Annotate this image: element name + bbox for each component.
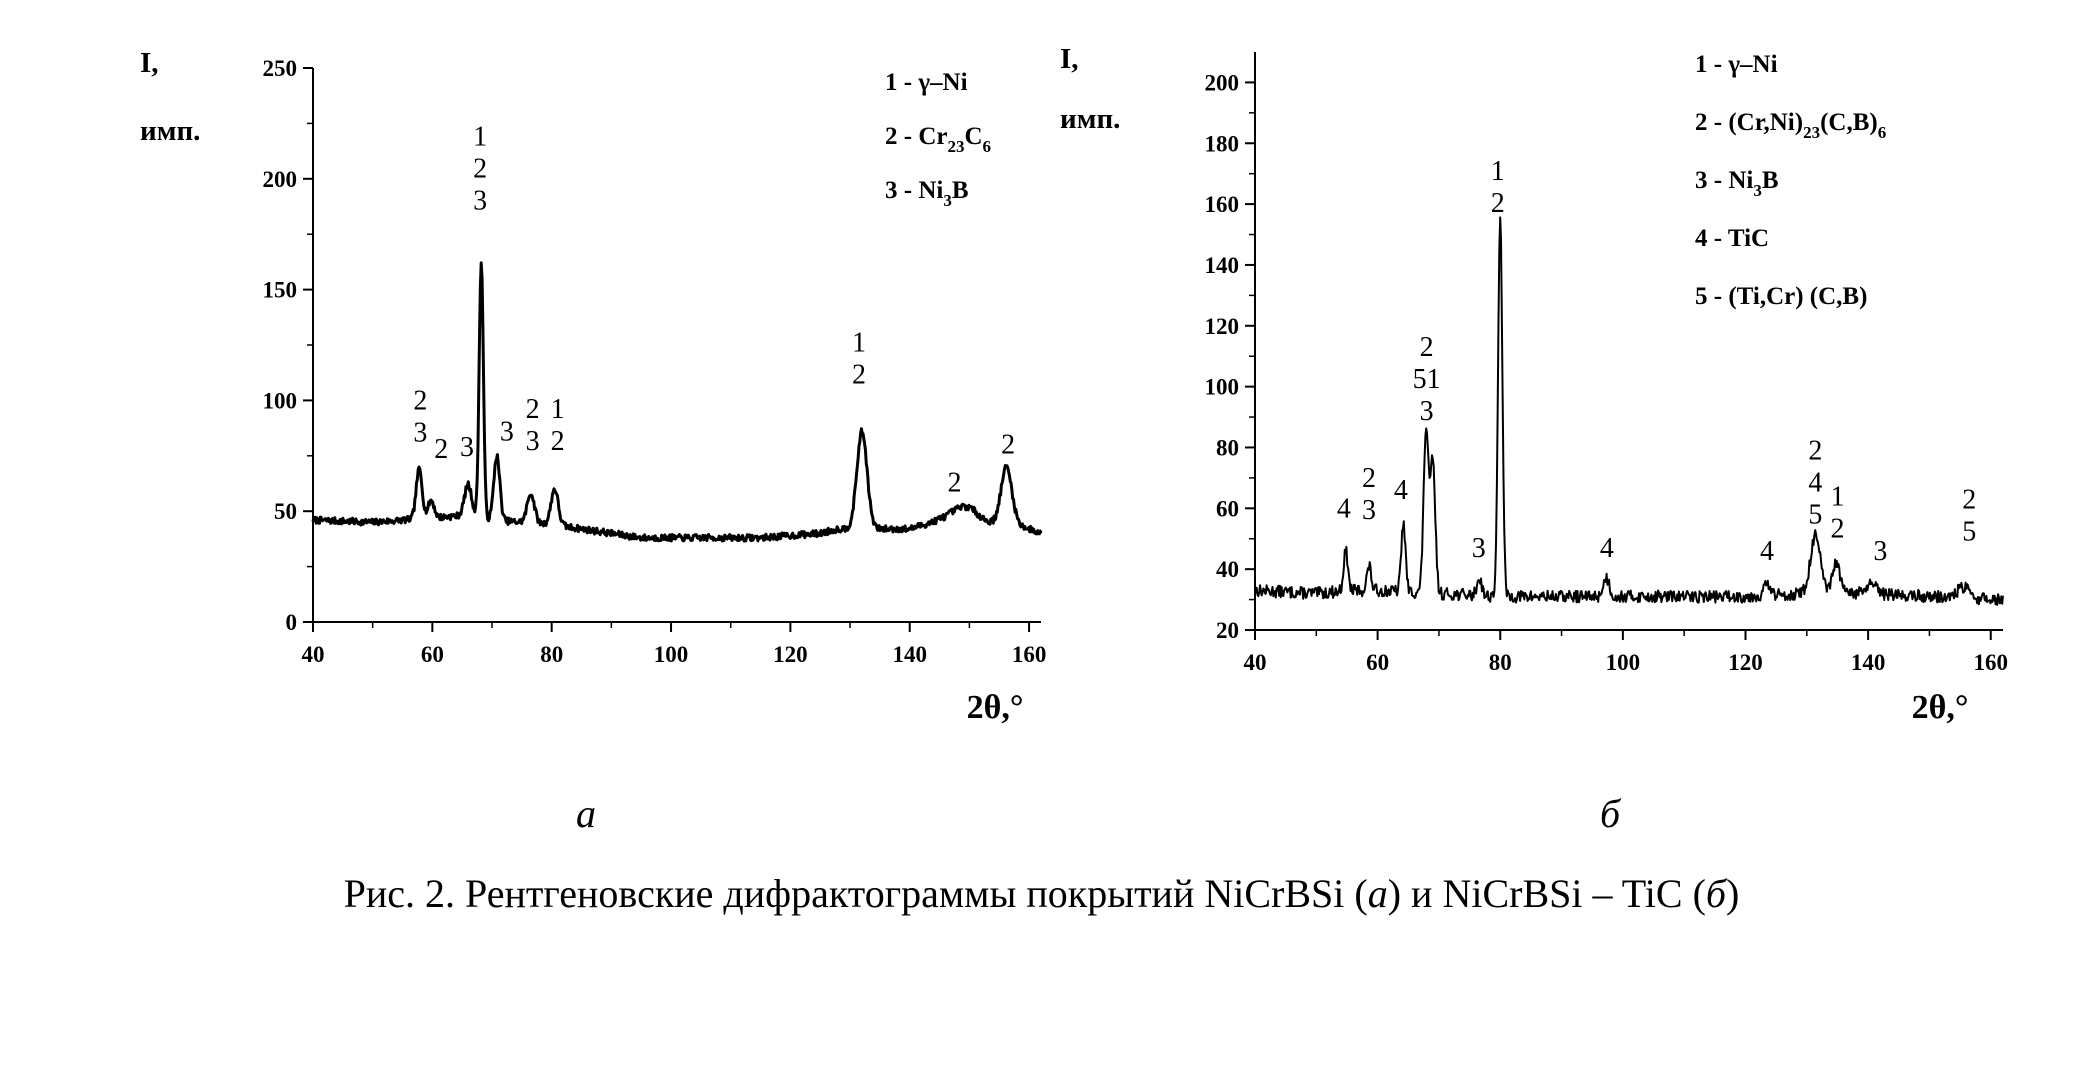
y-tick-label: 80	[1216, 435, 1239, 460]
y-tick-label: 50	[274, 499, 297, 524]
x-tick-label: 140	[892, 642, 927, 667]
legend-entry: 3 - Ni3B	[885, 177, 969, 210]
peak-label: 4	[1600, 533, 1614, 564]
legend-entry: 5 - (Ti,Cr) (C,B)	[1695, 283, 1867, 310]
peak-label: 3	[1873, 536, 1887, 567]
peak-label: 2	[1001, 430, 1015, 461]
x-tick-label: 60	[1366, 650, 1389, 675]
diffraction-trace	[1254, 216, 2004, 606]
y-tick-label: 180	[1205, 131, 1240, 156]
peak-label: 4	[1760, 536, 1774, 567]
x-tick-label: 80	[540, 642, 563, 667]
x-tick-label: 80	[1489, 650, 1512, 675]
y-tick-label: 150	[263, 278, 298, 303]
x-tick-label: 160	[1012, 642, 1047, 667]
x-tick-label: 140	[1851, 650, 1886, 675]
diffraction-trace	[311, 261, 1043, 543]
legend-entry: 1 - γ–Ni	[885, 69, 968, 96]
x-tick-label: 120	[773, 642, 808, 667]
peak-label: 2 51 3	[1413, 332, 1441, 427]
chart-panel-1: 40 60 80 100 120 140 1602040608010012014016018…	[1060, 43, 2008, 726]
y-tick-label: 0	[286, 610, 298, 635]
y-tick-label: 20	[1216, 618, 1239, 643]
x-axis-label: 2θ,°	[1912, 689, 1969, 726]
y-tick-label: 200	[263, 167, 298, 192]
caption-letter-a: а	[1367, 871, 1388, 916]
y-tick-label: 40	[1216, 557, 1239, 582]
legend-entry: 3 - Ni3B	[1695, 167, 1779, 200]
y-tick-label: 160	[1205, 192, 1240, 217]
peak-label: 3	[1472, 533, 1486, 564]
figure-caption: Рис. 2. Рентгеновские дифрактограммы пок…	[0, 870, 2083, 917]
y-axis-label: имп.	[1060, 103, 1120, 135]
y-tick-label: 100	[1205, 375, 1240, 400]
x-tick-label: 160	[1973, 650, 2008, 675]
panel-label-a: а	[576, 791, 596, 836]
panel-label-b: б	[1600, 791, 1621, 836]
x-tick-label: 120	[1728, 650, 1763, 675]
y-axis-label: I,	[1060, 43, 1079, 75]
caption-middle: ) и NiCrBSi – TiC (	[1387, 871, 1706, 916]
y-tick-label: 100	[263, 388, 298, 413]
y-tick-label: 200	[1205, 70, 1240, 95]
peak-label: 4	[1337, 493, 1351, 524]
caption-letter-b: б	[1705, 871, 1727, 916]
y-tick-label: 250	[263, 56, 298, 81]
y-tick-label: 140	[1205, 253, 1240, 278]
caption-prefix: Рис. 2. Рентгеновские дифрактограммы пок…	[343, 871, 1368, 916]
y-axis-label: I,	[140, 47, 159, 79]
peak-label: 2	[434, 434, 448, 465]
peak-label: 2	[947, 467, 961, 498]
y-tick-label: 120	[1205, 314, 1240, 339]
legend-entry: 2 - Cr23C6	[885, 123, 991, 156]
x-tick-label: 100	[1606, 650, 1641, 675]
peak-label: 3	[460, 432, 474, 463]
legend-entry: 4 - TiC	[1695, 225, 1769, 252]
peak-label: 3	[500, 416, 514, 447]
legend-entry: 2 - (Cr,Ni)23(C,B)6	[1695, 109, 1886, 142]
x-tick-label: 60	[421, 642, 444, 667]
peak-label: 4	[1394, 475, 1408, 506]
x-tick-label: 40	[1244, 650, 1267, 675]
legend-entry: 1 - γ–Ni	[1695, 51, 1778, 78]
y-tick-label: 60	[1216, 496, 1239, 521]
x-axis-label: 2θ,°	[967, 689, 1024, 726]
caption-suffix: )	[1726, 871, 1740, 916]
y-axis-label: имп.	[140, 115, 200, 147]
x-tick-label: 100	[654, 642, 689, 667]
chart-panel-0: 40 60 80 100 120 140 160 0 50 100 150 200 250 I, имп. 2…	[140, 47, 1046, 726]
x-tick-label: 40	[302, 642, 325, 667]
